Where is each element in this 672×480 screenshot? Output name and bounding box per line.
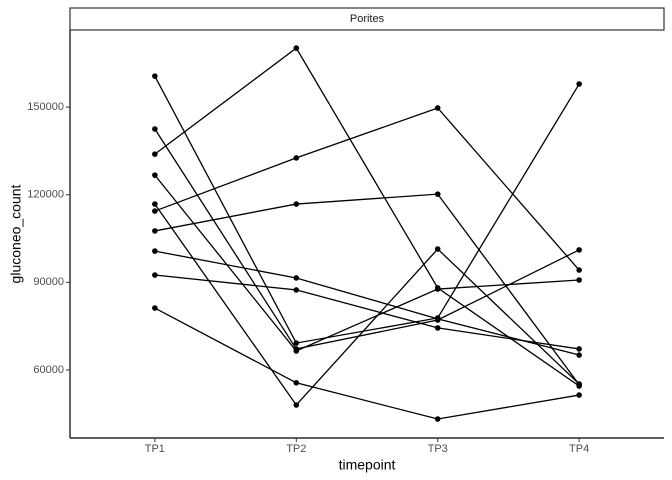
point xyxy=(434,286,441,292)
point xyxy=(434,105,441,111)
series-line xyxy=(154,47,580,387)
y-tick-label: 60000 xyxy=(33,364,64,376)
point xyxy=(576,267,582,273)
point xyxy=(434,316,441,322)
y-tick-label: 90000 xyxy=(33,276,64,288)
point xyxy=(293,287,300,293)
point xyxy=(152,248,158,254)
y-tick-label: 120000 xyxy=(27,189,64,201)
point xyxy=(152,305,158,311)
series-line xyxy=(154,250,580,356)
x-axis-title: timepoint xyxy=(339,457,396,473)
point xyxy=(293,155,300,161)
facet-strip xyxy=(69,7,665,31)
x-tick-label: TP2 xyxy=(286,443,306,455)
point xyxy=(434,246,441,252)
point xyxy=(152,201,158,207)
point xyxy=(576,392,582,398)
point xyxy=(576,247,582,253)
point xyxy=(576,352,582,358)
point xyxy=(576,277,582,283)
series-line xyxy=(154,193,580,385)
series-line xyxy=(154,128,580,350)
point xyxy=(152,73,158,79)
point xyxy=(434,416,441,422)
point xyxy=(152,228,158,234)
facet-label: Porites xyxy=(350,13,385,25)
series-line xyxy=(154,107,580,271)
point xyxy=(434,191,441,197)
point xyxy=(152,272,158,278)
point xyxy=(293,380,300,386)
point xyxy=(293,348,300,354)
x-tick-label: TP3 xyxy=(428,443,448,455)
series-line xyxy=(154,203,580,407)
y-axis-title: gluconeo_count xyxy=(8,184,24,283)
point xyxy=(152,208,158,214)
point xyxy=(293,201,300,207)
point xyxy=(576,346,582,352)
point xyxy=(576,381,582,388)
point xyxy=(293,402,300,408)
series-line xyxy=(154,274,580,350)
series-line xyxy=(154,75,580,344)
series-line xyxy=(154,174,580,352)
point xyxy=(293,340,300,346)
series-line xyxy=(154,307,580,420)
point xyxy=(152,172,158,178)
point xyxy=(152,151,158,157)
x-tick-label: TP4 xyxy=(569,443,589,455)
point xyxy=(434,325,441,331)
point xyxy=(576,81,582,87)
point xyxy=(293,275,300,281)
y-tick-label: 150000 xyxy=(27,101,64,113)
point xyxy=(293,45,300,51)
point xyxy=(152,126,158,132)
x-tick-label: TP1 xyxy=(145,443,165,455)
